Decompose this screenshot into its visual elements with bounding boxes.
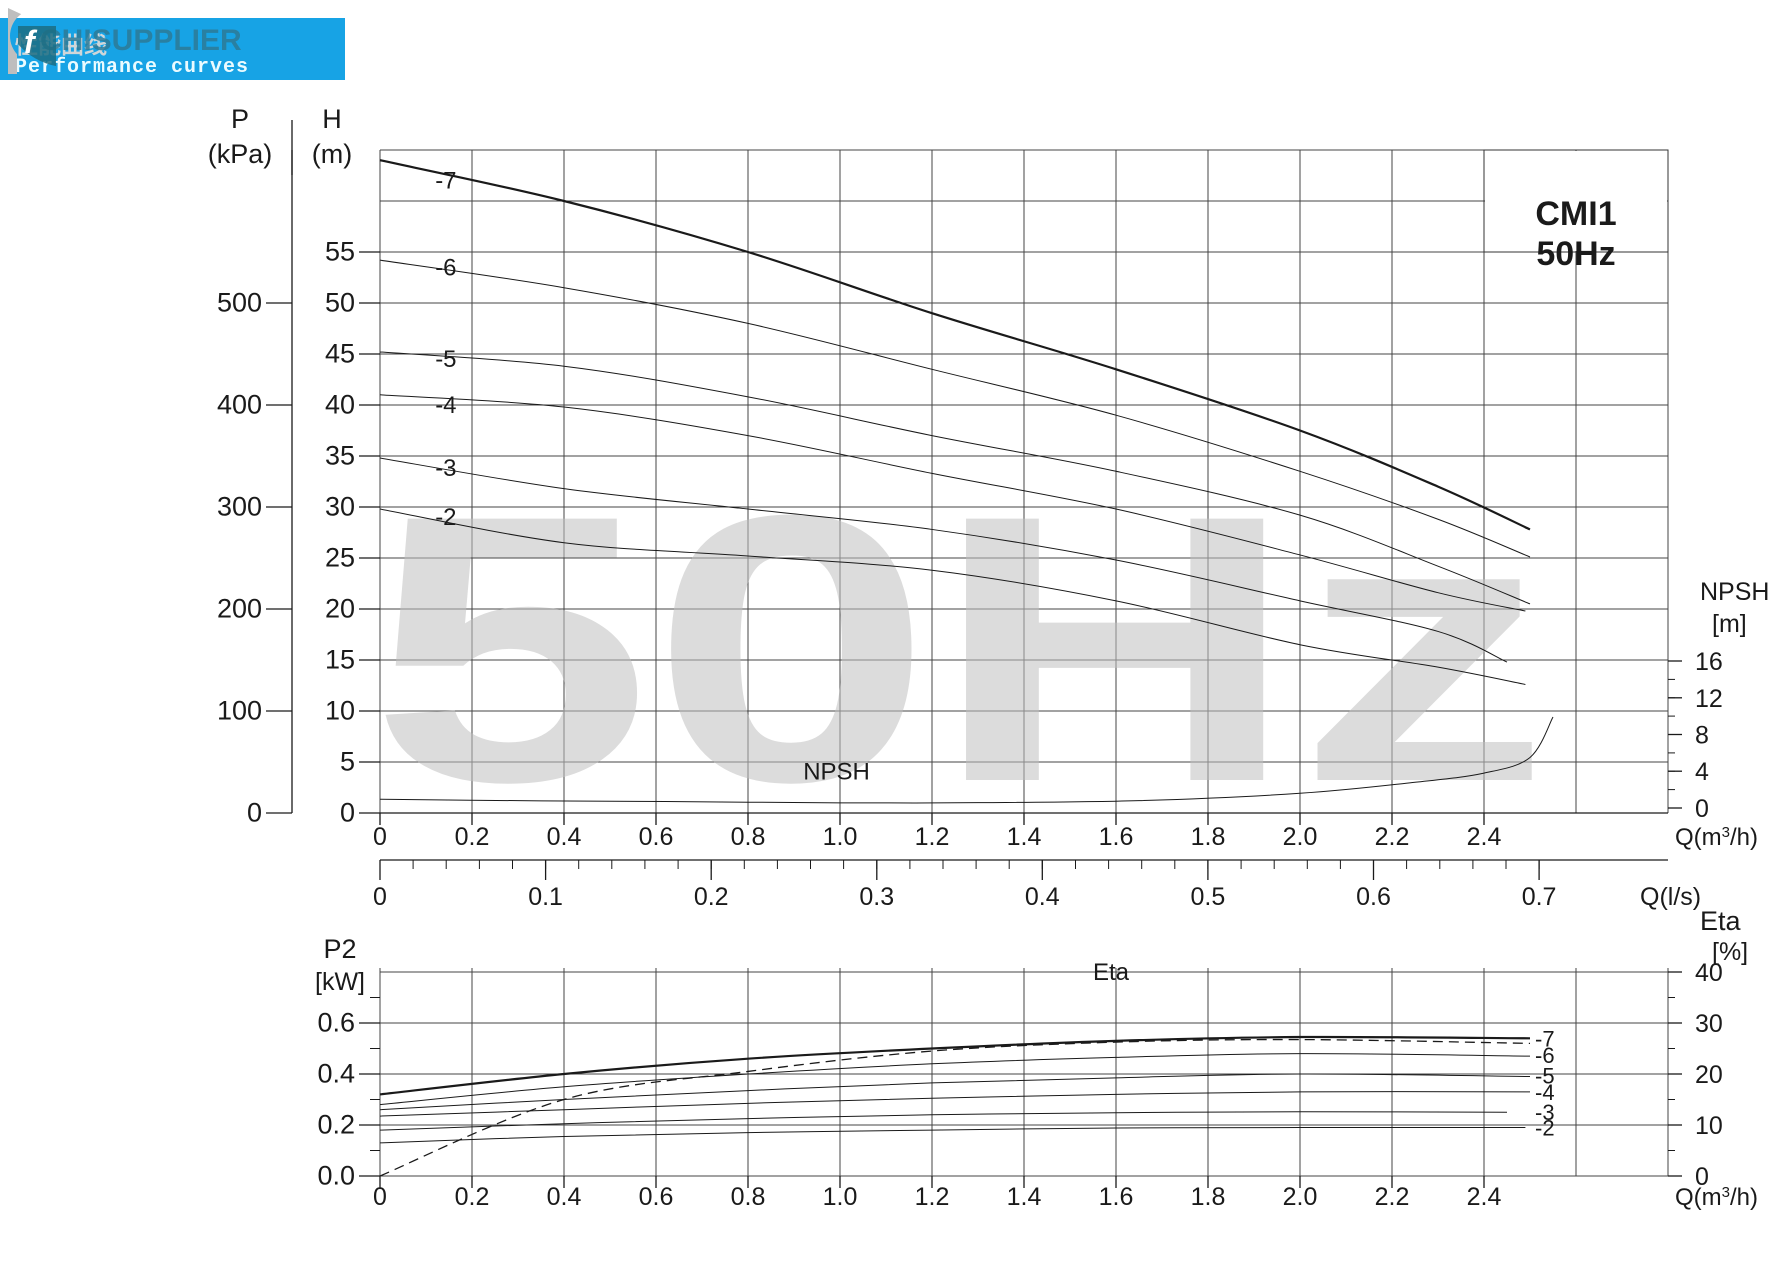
svg-text:0.7: 0.7 bbox=[1522, 883, 1557, 911]
svg-text:1.8: 1.8 bbox=[1191, 823, 1226, 851]
svg-text:10: 10 bbox=[1695, 1112, 1723, 1140]
svg-text:16: 16 bbox=[1695, 648, 1723, 676]
svg-text:8: 8 bbox=[1695, 722, 1709, 750]
svg-text:-2: -2 bbox=[1535, 1116, 1555, 1141]
svg-text:0.8: 0.8 bbox=[731, 823, 766, 851]
svg-text:400: 400 bbox=[217, 390, 262, 420]
svg-text:15: 15 bbox=[325, 645, 355, 675]
svg-text:-2: -2 bbox=[435, 504, 456, 531]
svg-text:0.3: 0.3 bbox=[859, 883, 894, 911]
svg-text:12: 12 bbox=[1695, 685, 1723, 713]
svg-text:50Hz: 50Hz bbox=[1536, 235, 1615, 273]
svg-text:Eta: Eta bbox=[1700, 906, 1742, 936]
svg-text:20: 20 bbox=[325, 594, 355, 624]
svg-text:200: 200 bbox=[217, 594, 262, 624]
svg-text:2.2: 2.2 bbox=[1375, 823, 1410, 851]
svg-text:30: 30 bbox=[1695, 1010, 1723, 1038]
svg-text:0.4: 0.4 bbox=[317, 1059, 355, 1089]
svg-text:Q(m3/h): Q(m3/h) bbox=[1675, 1184, 1758, 1212]
svg-text:2.0: 2.0 bbox=[1283, 823, 1318, 851]
svg-text:20: 20 bbox=[1695, 1061, 1723, 1089]
svg-text:35: 35 bbox=[325, 441, 355, 471]
svg-text:0: 0 bbox=[340, 798, 355, 828]
svg-text:P: P bbox=[231, 104, 249, 134]
svg-text:0.0: 0.0 bbox=[317, 1161, 355, 1191]
svg-text:0.6: 0.6 bbox=[639, 823, 674, 851]
svg-text:0.6: 0.6 bbox=[317, 1008, 355, 1038]
svg-text:45: 45 bbox=[325, 339, 355, 369]
svg-text:0.1: 0.1 bbox=[528, 883, 563, 911]
svg-text:P2: P2 bbox=[323, 934, 356, 964]
svg-text:0.5: 0.5 bbox=[1191, 883, 1226, 911]
svg-text:50: 50 bbox=[325, 288, 355, 318]
svg-text:0: 0 bbox=[247, 798, 262, 828]
svg-text:5: 5 bbox=[340, 747, 355, 777]
svg-text:-4: -4 bbox=[435, 392, 456, 419]
svg-text:0.4: 0.4 bbox=[1025, 883, 1060, 911]
svg-text:0.2: 0.2 bbox=[455, 823, 490, 851]
svg-text:-5: -5 bbox=[435, 346, 456, 373]
svg-text:50Hz: 50Hz bbox=[370, 436, 1550, 861]
svg-text:4: 4 bbox=[1695, 758, 1709, 786]
svg-text:30: 30 bbox=[325, 492, 355, 522]
svg-text:[kW]: [kW] bbox=[315, 968, 365, 996]
svg-text:NPSH: NPSH bbox=[1700, 578, 1769, 606]
svg-text:(m): (m) bbox=[312, 139, 352, 169]
svg-text:Eta: Eta bbox=[1093, 959, 1130, 986]
svg-text:0.6: 0.6 bbox=[1356, 883, 1391, 911]
svg-text:-6: -6 bbox=[435, 254, 456, 281]
svg-text:NPSH: NPSH bbox=[803, 758, 870, 785]
svg-text:0: 0 bbox=[373, 823, 387, 851]
svg-text:[%]: [%] bbox=[1712, 938, 1748, 966]
svg-text:1.0: 1.0 bbox=[823, 823, 858, 851]
svg-text:10: 10 bbox=[325, 696, 355, 726]
svg-text:CMI1: CMI1 bbox=[1535, 195, 1616, 233]
svg-text:0.2: 0.2 bbox=[694, 883, 729, 911]
svg-text:-3: -3 bbox=[435, 455, 456, 482]
svg-text:(kPa): (kPa) bbox=[208, 139, 273, 169]
svg-text:0: 0 bbox=[373, 883, 387, 911]
svg-text:25: 25 bbox=[325, 543, 355, 573]
svg-text:40: 40 bbox=[325, 390, 355, 420]
svg-text:1.6: 1.6 bbox=[1099, 823, 1134, 851]
svg-text:1.2: 1.2 bbox=[915, 823, 950, 851]
svg-text:1.4: 1.4 bbox=[1007, 823, 1042, 851]
svg-text:-7: -7 bbox=[435, 168, 456, 195]
svg-text:[m]: [m] bbox=[1712, 610, 1747, 638]
svg-text:0: 0 bbox=[1695, 795, 1709, 823]
svg-text:2.4: 2.4 bbox=[1467, 823, 1502, 851]
svg-text:Q(l/s): Q(l/s) bbox=[1640, 883, 1701, 911]
svg-text:0.4: 0.4 bbox=[547, 823, 582, 851]
svg-text:0.2: 0.2 bbox=[317, 1110, 355, 1140]
svg-text:55: 55 bbox=[325, 237, 355, 267]
svg-text:500: 500 bbox=[217, 288, 262, 318]
svg-text:300: 300 bbox=[217, 492, 262, 522]
svg-text:Q(m3/h): Q(m3/h) bbox=[1675, 824, 1758, 852]
svg-text:H: H bbox=[322, 104, 342, 134]
svg-text:100: 100 bbox=[217, 696, 262, 726]
